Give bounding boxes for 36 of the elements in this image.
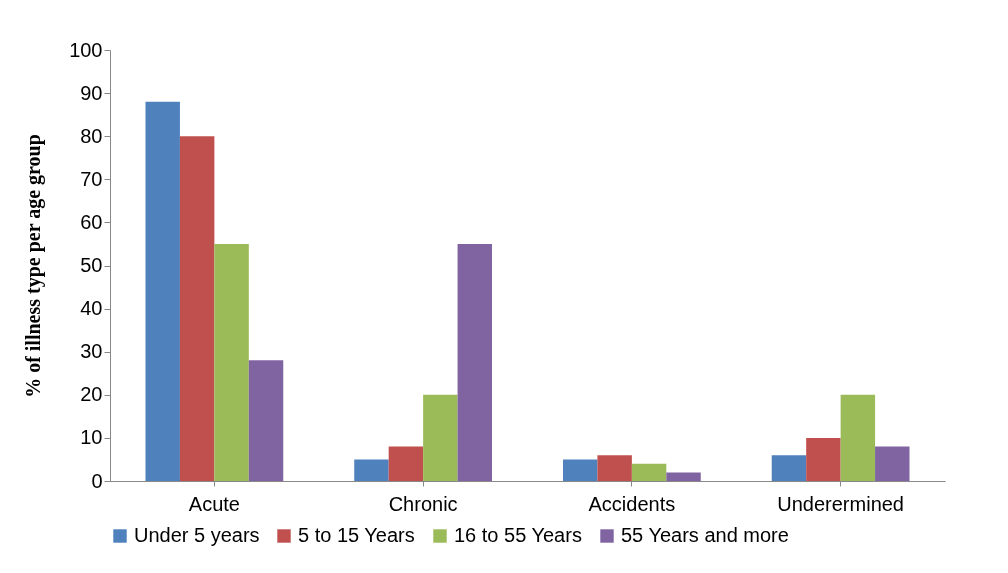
bar [666,472,701,481]
x-tick-label: Accidents [588,492,676,515]
y-tick-label: 10 [80,426,103,449]
y-tick-label: 20 [80,383,103,406]
bar [771,455,807,481]
legend-label: 5 to 15 Years [298,524,415,546]
bar [388,446,424,481]
y-tick-label: 50 [80,254,103,276]
y-tick-label: 70 [80,167,103,190]
y-tick-label: 40 [80,297,103,320]
y-axis-title: % of illness type per age group [22,134,46,398]
x-tick-label: Underermined [777,492,904,515]
bar [875,446,910,481]
bar [354,459,389,481]
x-tick-label: Chronic [388,492,458,515]
bar [562,459,598,481]
bar [248,360,284,481]
bar [457,243,493,481]
y-tick-label: 60 [80,210,103,233]
y-tick-label: 100 [69,38,103,61]
bar [840,394,876,481]
bar [631,463,667,481]
bar [806,437,841,481]
y-tick-label: 90 [80,81,103,104]
x-tick-label: Acute [188,492,240,515]
y-tick-label: 0 [91,469,103,492]
legend-label: 16 to 55 Years [454,524,582,546]
bar [597,455,632,481]
bar [179,136,215,481]
y-tick-label: 80 [80,124,103,147]
legend-label: Under 5 years [134,524,260,546]
bar [214,243,249,481]
y-tick-label: 30 [80,340,103,363]
legend-label: 55 Years and more [621,524,789,546]
bar [423,394,458,481]
bar [145,101,180,481]
